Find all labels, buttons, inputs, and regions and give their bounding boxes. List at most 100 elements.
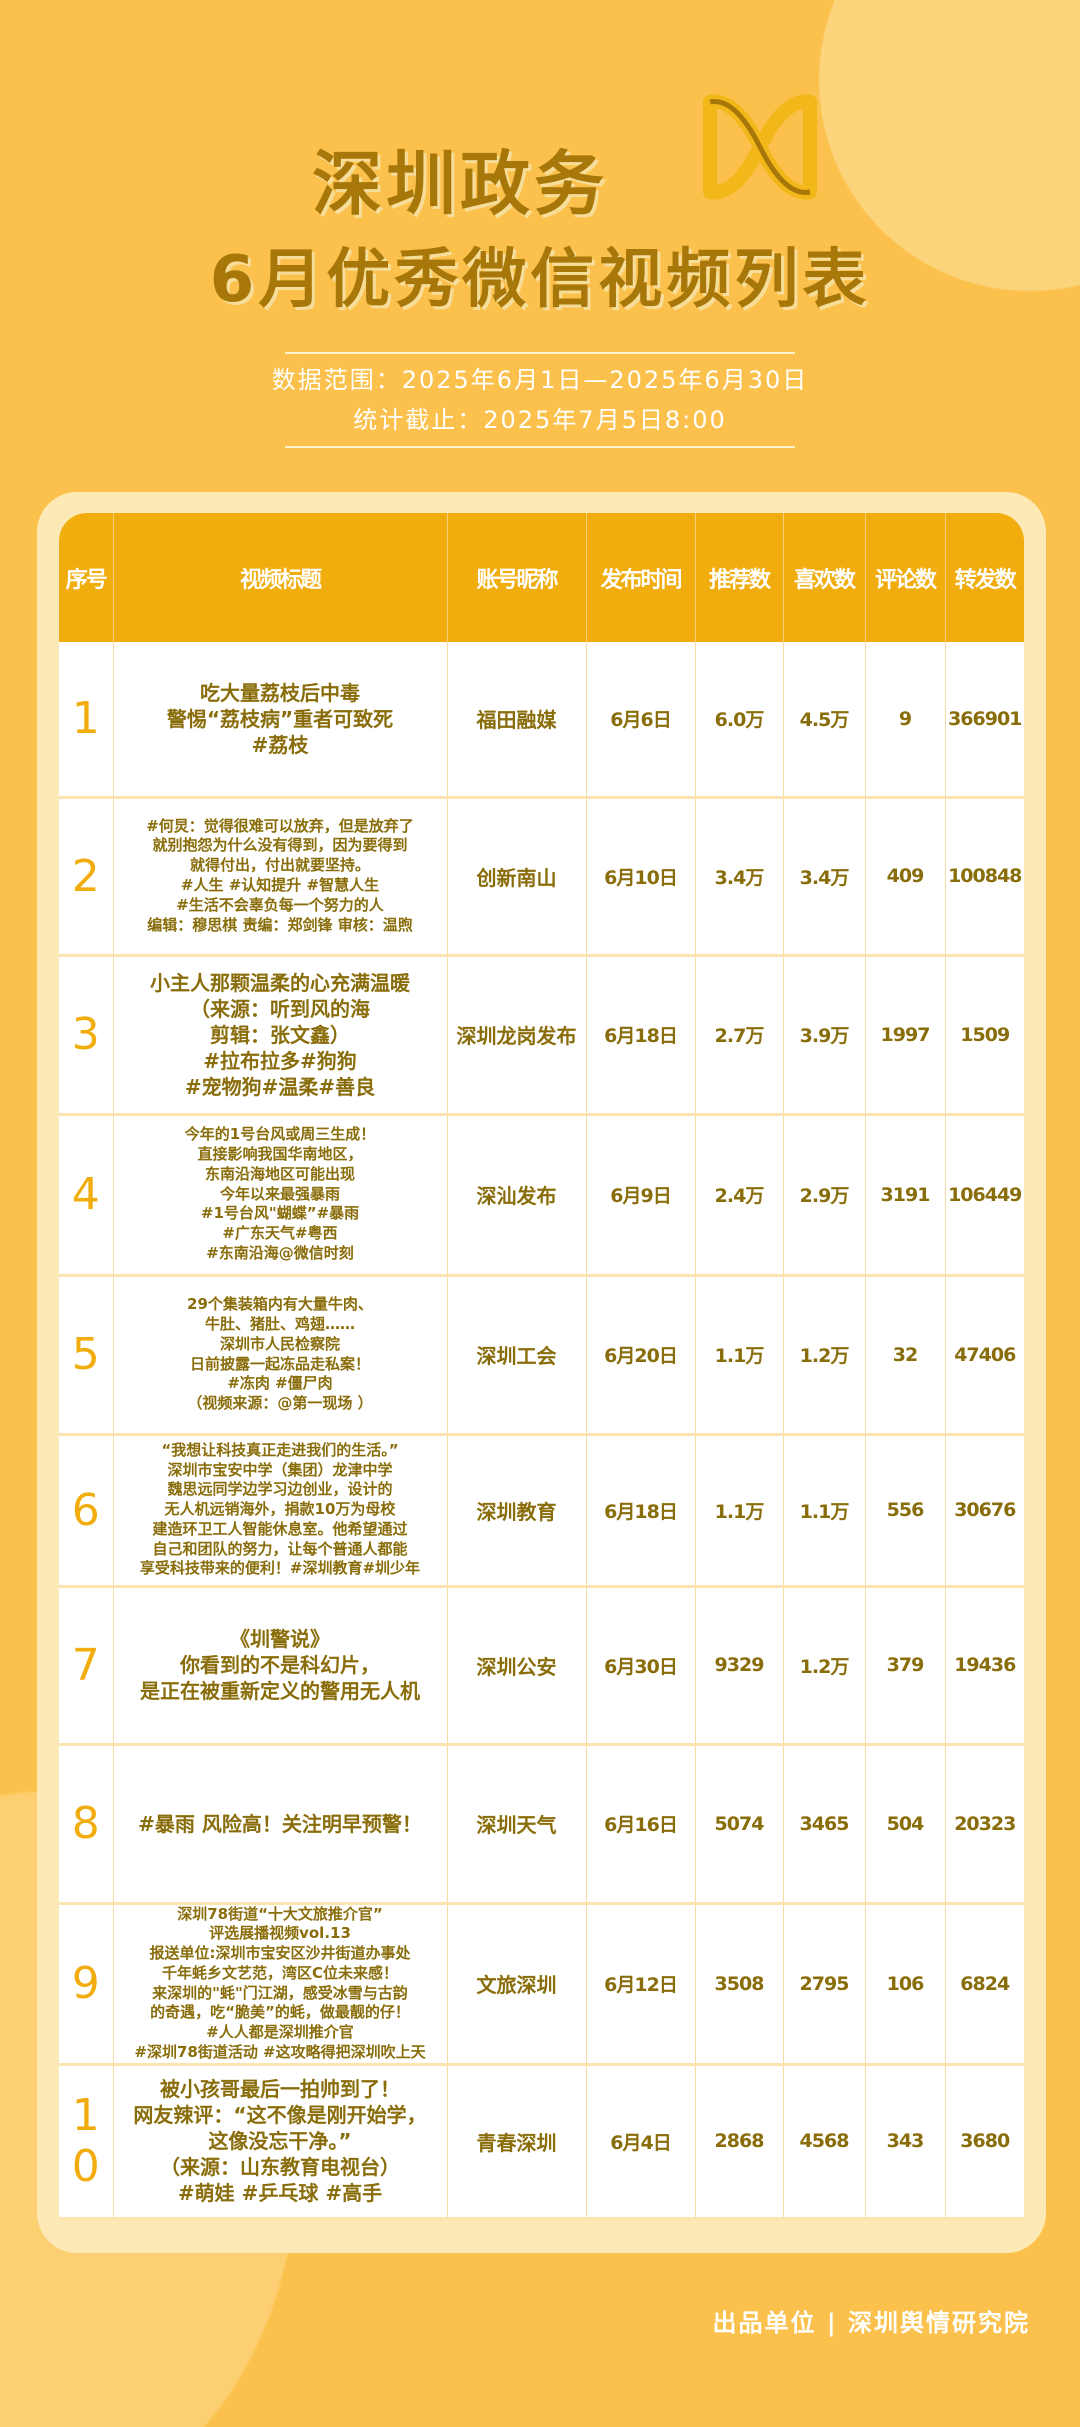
divider [285,352,795,354]
table-row: 8 #暴雨 风险高！关注明早预警！ 深圳天气 6月16日 5074 3465 504 2032… [59,1744,1024,1905]
cutoff-time: 统计截止：2025年7月5日8:00 [353,406,727,434]
table-row: 3 小主人那颗温柔的心充满温暖 （来源：听到风的海 剪辑：张文鑫） #拉布拉多#狗… [59,955,1024,1116]
cell-date: 6月30日 [586,1586,696,1746]
cell-no: 4 [59,1114,114,1277]
divider [285,446,795,448]
cell-account: 深汕发布 [447,1114,587,1277]
cell-title: 今年的1号台风或周三生成！ 直接影响我国华南地区， 东南沿海地区可能出现 今年以… [113,1114,448,1277]
cell-recommend: 5074 [695,1744,784,1905]
cell-likes: 4568 [783,2064,866,2220]
cell-account: 福田融媒 [447,642,587,799]
cell-comments: 504 [865,1744,946,1905]
cell-title: 29个集装箱内有大量牛肉、 牛肚、猪肚、鸡翅…… 深圳市人民检察院 日前披露一起… [113,1275,448,1436]
column-header: 发布时间 [586,513,696,642]
cell-comments: 32 [865,1275,946,1436]
cell-recommend: 2.4万 [695,1114,784,1277]
cell-date: 6月20日 [586,1275,696,1436]
cell-recommend: 9329 [695,1586,784,1746]
cell-comments: 409 [865,797,946,957]
video-table: 序号 视频标题 账号昵称 发布时间 推荐数 喜欢数 评论数 转发数 1 吃大量荔枝后中毒 警惕“… [59,513,1024,2220]
cell-title: 小主人那颗温柔的心充满温暖 （来源：听到风的海 剪辑：张文鑫） #拉布拉多#狗狗… [113,955,448,1116]
cell-date: 6月10日 [586,797,696,957]
cell-account: 文旅深圳 [447,1903,587,2066]
cell-comments: 9 [865,642,946,799]
table-row: 10 被小孩哥最后一拍帅到了！ 网友辣评：“这不像是刚开始学， 这像没忘干净。” … [59,2064,1024,2220]
page-title-line1: 深圳政务 [312,143,608,225]
cell-account: 深圳教育 [447,1434,587,1588]
column-header: 视频标题 [113,513,448,642]
cell-likes: 2.9万 [783,1114,866,1277]
cell-account: 创新南山 [447,797,587,957]
cell-no: 8 [59,1744,114,1905]
cell-no: 7 [59,1586,114,1746]
cell-date: 6月4日 [586,2064,696,2220]
cell-recommend: 2.7万 [695,955,784,1116]
cell-no: 9 [59,1903,114,2066]
cell-shares: 106449 [945,1114,1024,1277]
cell-no: 2 [59,797,114,957]
cell-title: 被小孩哥最后一拍帅到了！ 网友辣评：“这不像是刚开始学， 这像没忘干净。” （来… [113,2064,448,2220]
table-row: 5 29个集装箱内有大量牛肉、 牛肚、猪肚、鸡翅…… 深圳市人民检察院 日前披露一… [59,1275,1024,1436]
cell-account: 深圳工会 [447,1275,587,1436]
cell-shares: 3680 [945,2064,1024,2220]
cell-comments: 1997 [865,955,946,1116]
footer-producer: 出品单位 | 深圳舆情研究院 [712,2309,1030,2337]
cell-recommend: 2868 [695,2064,784,2220]
cell-date: 6月9日 [586,1114,696,1277]
cell-likes: 2795 [783,1903,866,2066]
cell-date: 6月16日 [586,1744,696,1905]
table-row: 1 吃大量荔枝后中毒 警惕“荔枝病”重者可致死 #荔枝 福田融媒 6月6日 6.0万 4.… [59,642,1024,799]
cell-title: 吃大量荔枝后中毒 警惕“荔枝病”重者可致死 #荔枝 [113,642,448,799]
cell-recommend: 3508 [695,1903,784,2066]
page-title-line2: 6月优秀微信视频列表 [209,243,871,317]
cell-likes: 3465 [783,1744,866,1905]
cell-date: 6月6日 [586,642,696,799]
cell-recommend: 1.1万 [695,1275,784,1436]
cell-shares: 19436 [945,1586,1024,1746]
cell-account: 深圳天气 [447,1744,587,1905]
cell-likes: 4.5万 [783,642,866,799]
cell-date: 6月18日 [586,955,696,1116]
cell-comments: 343 [865,2064,946,2220]
cell-title: 《圳警说》 你看到的不是科幻片， 是正在被重新定义的警用无人机 [113,1586,448,1746]
cell-title: #何炅：觉得很难可以放弃，但是放弃了 就别抱怨为什么没有得到，因为要得到 就得付… [113,797,448,957]
cell-shares: 100848 [945,797,1024,957]
data-range: 数据范围：2025年6月1日—2025年6月30日 [271,366,809,394]
cell-comments: 3191 [865,1114,946,1277]
cell-likes: 1.2万 [783,1275,866,1436]
cell-date: 6月12日 [586,1903,696,2066]
cell-title: 深圳78街道“十大文旅推介官” 评选展播视频vol.13 报送单位:深圳市宝安区… [113,1903,448,2066]
cell-shares: 6824 [945,1903,1024,2066]
cell-shares: 20323 [945,1744,1024,1905]
column-header: 推荐数 [695,513,784,642]
cell-comments: 379 [865,1586,946,1746]
cell-likes: 3.4万 [783,797,866,957]
column-header: 转发数 [945,513,1024,642]
cell-likes: 3.9万 [783,955,866,1116]
cell-account: 深圳公安 [447,1586,587,1746]
table-row: 6 “我想让科技真正走进我们的生活。” 深圳市宝安中学（集团）龙津中学 魏思远同学… [59,1434,1024,1588]
cell-likes: 1.1万 [783,1434,866,1588]
cell-shares: 1509 [945,955,1024,1116]
wechat-channels-icon [703,94,817,200]
cell-account: 深圳龙岗发布 [447,955,587,1116]
cell-title: #暴雨 风险高！关注明早预警！ [113,1744,448,1905]
cell-likes: 1.2万 [783,1586,866,1746]
cell-shares: 47406 [945,1275,1024,1436]
cell-comments: 556 [865,1434,946,1588]
cell-no: 3 [59,955,114,1116]
column-header: 喜欢数 [783,513,866,642]
table-row: 4 今年的1号台风或周三生成！ 直接影响我国华南地区， 东南沿海地区可能出现 今年… [59,1114,1024,1277]
table-row: 2 #何炅：觉得很难可以放弃，但是放弃了 就别抱怨为什么没有得到，因为要得到 就得… [59,797,1024,957]
cell-title: “我想让科技真正走进我们的生活。” 深圳市宝安中学（集团）龙津中学 魏思远同学边… [113,1434,448,1588]
cell-shares: 366901 [945,642,1024,799]
cell-comments: 106 [865,1903,946,2066]
cell-recommend: 6.0万 [695,642,784,799]
table-row: 7 《圳警说》 你看到的不是科幻片， 是正在被重新定义的警用无人机 深圳公安 6月30… [59,1586,1024,1746]
cell-no: 10 [59,2064,114,2220]
cell-date: 6月18日 [586,1434,696,1588]
column-header: 账号昵称 [447,513,587,642]
table-row: 9 深圳78街道“十大文旅推介官” 评选展播视频vol.13 报送单位:深圳市宝安… [59,1903,1024,2066]
cell-account: 青春深圳 [447,2064,587,2220]
cell-no: 5 [59,1275,114,1436]
